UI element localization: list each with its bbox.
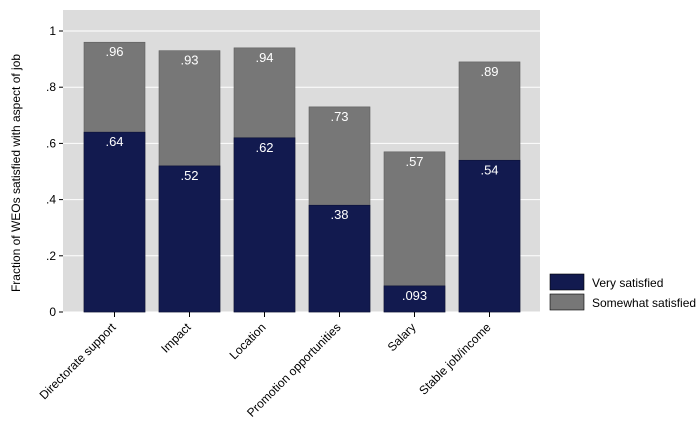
x-tick-label: Directorate support [37, 320, 120, 403]
y-axis-ticks: 0 .2 .4 .6 .8 1 [46, 24, 63, 319]
x-tick-label: Salary [385, 320, 419, 354]
bar-very-satisfied [458, 159, 521, 313]
bar-somewhat-satisfied [383, 151, 446, 313]
legend-label-somewhat-satisfied: Somewhat satisfied [592, 296, 696, 310]
data-label-somewhat-satisfied: .73 [330, 109, 348, 124]
x-tick-label: Impact [158, 320, 194, 356]
bars [83, 41, 521, 313]
y-tick-label: .2 [46, 249, 56, 263]
legend-swatch-somewhat-satisfied [549, 293, 585, 311]
y-tick-label: .4 [46, 193, 56, 207]
y-tick-label: .8 [46, 80, 56, 94]
x-tick-label: Stable job/income [416, 320, 494, 398]
data-label-somewhat-satisfied: .93 [180, 53, 198, 68]
y-axis-label: Fraction of WEOs satisfied with aspect o… [9, 54, 23, 292]
legend-label-very-satisfied: Very satisfied [592, 276, 663, 290]
bar-very-satisfied [233, 137, 296, 313]
data-label-somewhat-satisfied: .57 [405, 154, 423, 169]
bar-very-satisfied [308, 204, 371, 313]
data-label-somewhat-satisfied: .96 [105, 44, 123, 59]
x-tick-label: Location [227, 320, 269, 362]
data-label-somewhat-satisfied: .94 [255, 50, 273, 65]
data-label-very-satisfied: .38 [330, 207, 348, 222]
bar-very-satisfied [383, 285, 446, 313]
data-label-very-satisfied: .52 [180, 168, 198, 183]
y-tick-label: 0 [49, 305, 56, 319]
x-axis-ticks: Directorate support Impact LocationPromoti… [37, 312, 494, 420]
data-label-somewhat-satisfied: .89 [480, 64, 498, 79]
data-label-very-satisfied: .093 [402, 288, 427, 303]
legend-swatch-very-satisfied [549, 273, 585, 291]
y-tick-label: .6 [46, 136, 56, 150]
y-tick-label: 1 [49, 24, 56, 38]
bar-very-satisfied [158, 165, 221, 313]
data-label-very-satisfied: .62 [255, 140, 273, 155]
data-label-very-satisfied: .64 [105, 134, 123, 149]
bar-very-satisfied [83, 131, 146, 313]
data-label-very-satisfied: .54 [480, 162, 498, 177]
legend: Very satisfied Somewhat satisfied [549, 273, 696, 311]
data-labels: .96 .64 .93 .52 .94 .62 .73 .38 .57 .093 .89 .54 [105, 44, 498, 303]
